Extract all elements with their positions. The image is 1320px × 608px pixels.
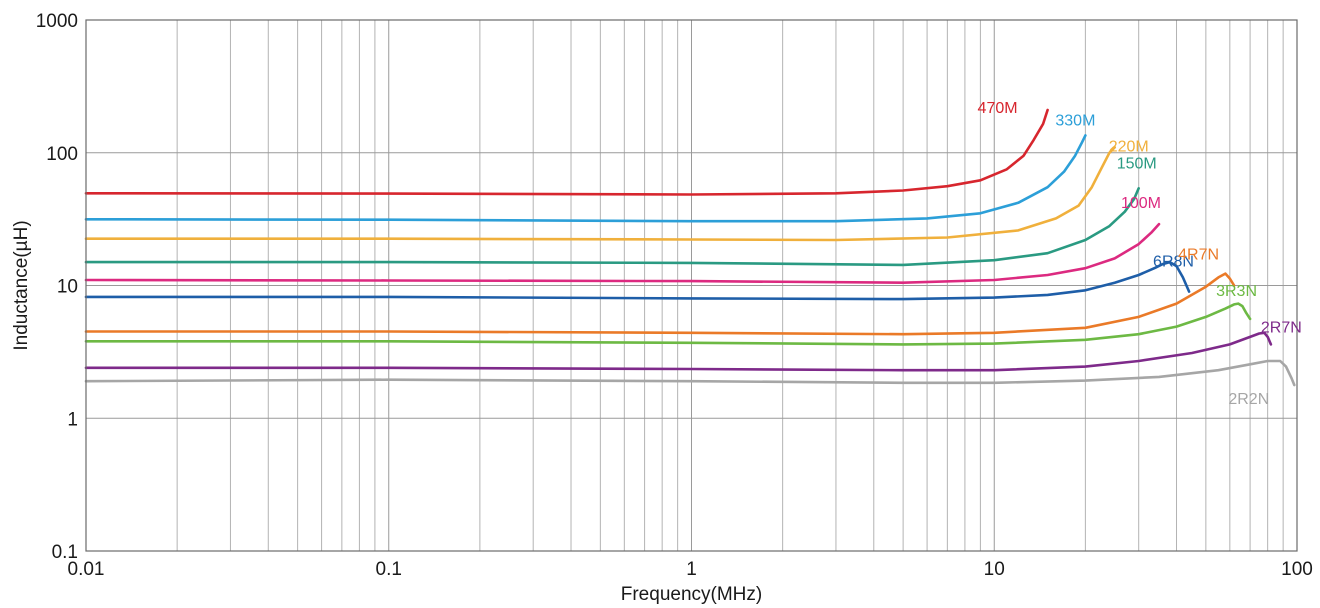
- series-label-220m: 220M: [1109, 138, 1149, 155]
- series-lines: [84, 108, 1296, 387]
- series-line-3r3n: [84, 302, 1252, 346]
- y-axis-label: Inductance(µH): [11, 220, 32, 350]
- y-tick-label: 100: [46, 144, 78, 165]
- series-line-2r2n: [84, 359, 1296, 387]
- series-label-4r7n: 4R7N: [1178, 247, 1219, 264]
- plot-frame: [85, 19, 1298, 552]
- series-label-3r3n: 3R3N: [1216, 283, 1257, 300]
- x-tick-label: 0.1: [376, 559, 402, 580]
- series-label-150m: 150M: [1117, 155, 1157, 172]
- x-tick-label: 10: [984, 559, 1005, 580]
- series-line-100m: [84, 222, 1161, 284]
- series-line-6r8n: [84, 260, 1191, 301]
- y-tick-label: 10: [57, 277, 78, 298]
- series-line-4r7n: [84, 272, 1236, 336]
- x-tick-label: 100: [1281, 559, 1313, 580]
- series-line-220m: [84, 146, 1116, 242]
- series-line-470m: [84, 108, 1049, 196]
- x-axis-label: Frequency(MHz): [621, 584, 762, 605]
- series-label-100m: 100M: [1121, 195, 1161, 212]
- series-line-2r7n: [84, 331, 1273, 372]
- series-label-6r8n: 6R8N: [1153, 254, 1194, 271]
- series-label-2r2n: 2R2N: [1228, 391, 1269, 408]
- series-line-330m: [84, 134, 1087, 223]
- series-label-2r7n: 2R7N: [1261, 319, 1302, 336]
- series-label-330m: 330M: [1055, 112, 1095, 129]
- grid: [85, 19, 1297, 552]
- y-tick-label: 1000: [36, 11, 78, 32]
- series-label-470m: 470M: [978, 100, 1018, 117]
- x-tick-label: 1: [686, 559, 697, 580]
- y-tick-label: 1: [67, 409, 78, 430]
- x-tick-label: 0.01: [68, 559, 105, 580]
- series-line-150m: [84, 187, 1140, 267]
- y-tick-label: 0.1: [52, 542, 78, 563]
